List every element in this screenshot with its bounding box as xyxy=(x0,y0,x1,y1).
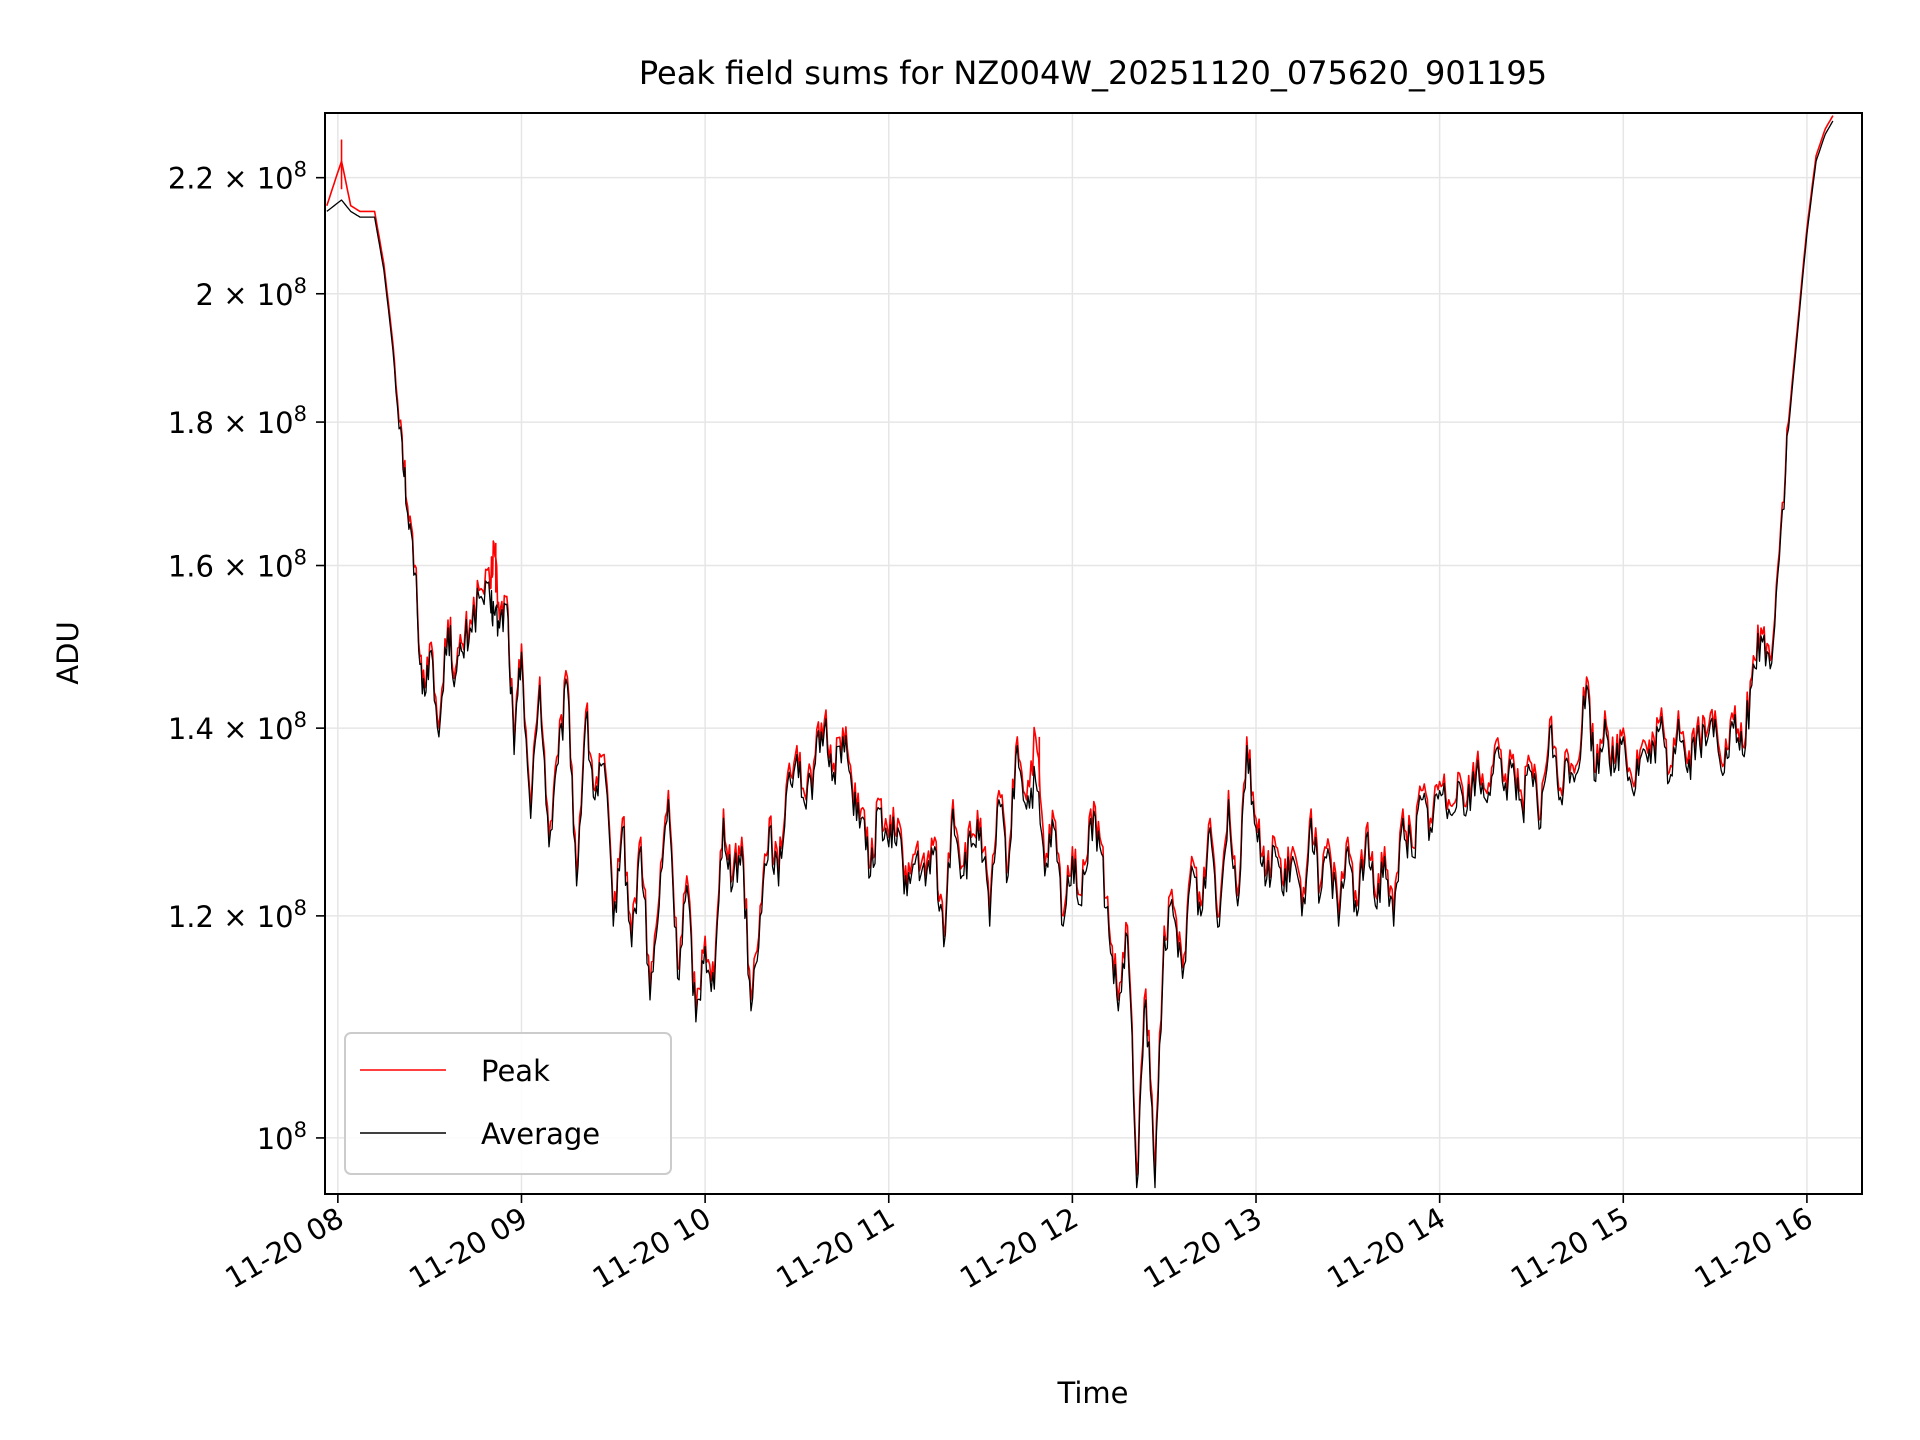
y-tick-label: 2 × 108 xyxy=(196,274,307,312)
legend-label-peak: Peak xyxy=(481,1054,550,1088)
plot-frame xyxy=(324,112,1863,1195)
chart-title: Peak field sums for NZ004W_20251120_0756… xyxy=(639,54,1547,92)
y-tick-label: 1.8 × 108 xyxy=(168,402,307,440)
legend-label-average: Average xyxy=(481,1117,600,1151)
y-tick-label: 2.2 × 108 xyxy=(168,158,307,196)
legend-box xyxy=(344,1032,672,1175)
y-tick-label: 1.4 × 108 xyxy=(168,708,307,746)
y-tick-label: 1.6 × 108 xyxy=(168,546,307,584)
y-axis: 108 1.2 × 108 1.4 × 108 1.6 × 108 1.8 × 108 2… xyxy=(168,158,325,1156)
grid xyxy=(325,113,1862,1194)
x-axis-label: Time xyxy=(1057,1376,1129,1410)
y-axis-label: ADU xyxy=(51,621,85,684)
y-tick-label: 108 xyxy=(257,1118,307,1156)
series-line-average xyxy=(326,120,1834,1189)
y-tick-label: 1.2 × 108 xyxy=(168,896,307,934)
series-layer xyxy=(326,115,1834,1189)
legend: Peak Average xyxy=(344,1032,672,1175)
